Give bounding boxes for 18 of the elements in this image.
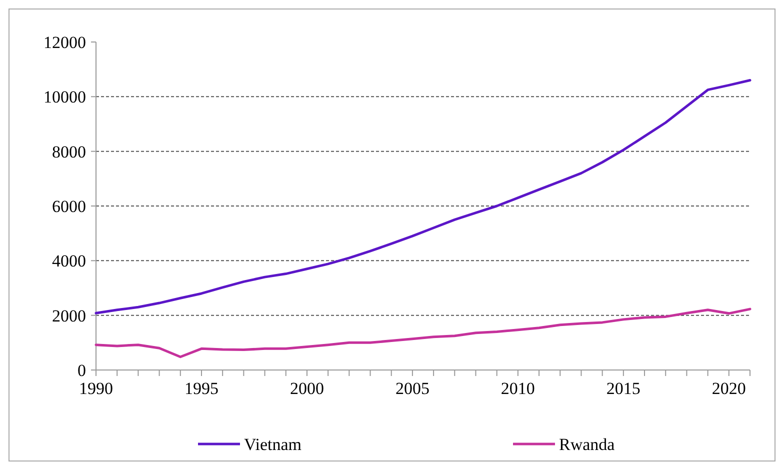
y-tick-label: 0 — [78, 360, 86, 380]
y-tick-label: 2000 — [52, 306, 86, 326]
y-tick-label: 8000 — [52, 142, 86, 162]
legend-label: Rwanda — [559, 434, 616, 454]
x-tick-label: 1990 — [79, 379, 113, 398]
x-tick-label: 1995 — [184, 379, 218, 398]
y-tick-label: 10000 — [44, 88, 86, 107]
line-series — [94, 79, 752, 314]
y-tick-label: 6000 — [52, 196, 86, 216]
legend-label: Vietnam — [244, 434, 302, 454]
x-tick-label: 2000 — [290, 379, 324, 398]
line-series — [94, 308, 752, 358]
y-tick-label: 4000 — [52, 252, 86, 271]
x-tick-label: 2010 — [500, 379, 535, 398]
y-tick-label: 12000 — [44, 32, 86, 52]
x-tick-label: 2020 — [712, 379, 746, 398]
x-tick-label: 2015 — [606, 379, 640, 398]
x-tick-label: 2005 — [395, 379, 430, 398]
